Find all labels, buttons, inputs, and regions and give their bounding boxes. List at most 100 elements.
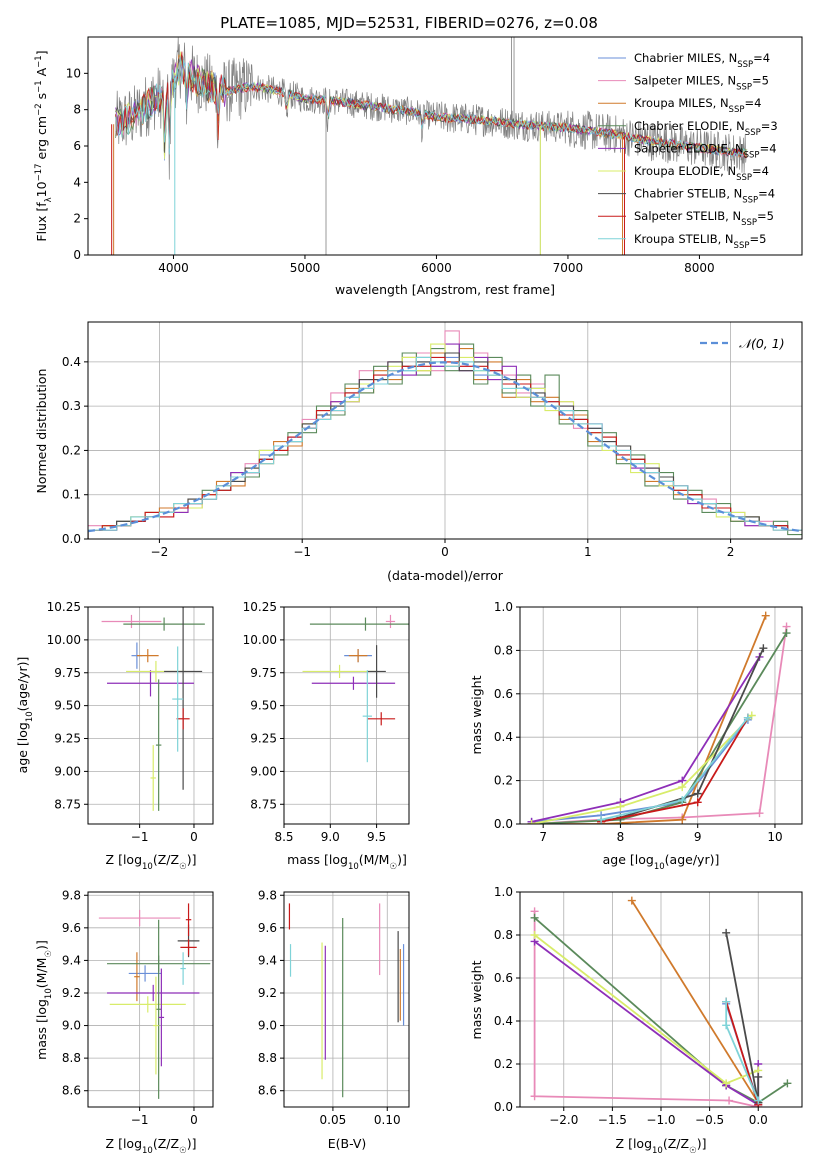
y-axis-label-part: 10 <box>25 711 35 722</box>
y-axis-label-part: −1 <box>34 55 44 68</box>
y-tick-label: 8.8 <box>62 1051 81 1065</box>
x-tick-label: −0.5 <box>695 1113 724 1127</box>
x-tick-label: 0 <box>441 545 449 559</box>
weight-line-chabrier-stelib <box>600 647 765 823</box>
legend-label-part: =4 <box>758 187 775 201</box>
y-tick-label: 0.0 <box>494 1100 513 1114</box>
y-axis-label-part: age [log <box>15 722 30 773</box>
y-tick-label: 1.0 <box>494 600 513 614</box>
y-tick-label: 8.6 <box>62 1084 81 1098</box>
model-curve-chabrier-stelib <box>115 54 748 158</box>
y-tick-label: 9.2 <box>258 986 277 1000</box>
age-mass-axes: 8.5 9.0 9.5 8.75 9.00 9.25 9.50 9.75 10.00 10.25 m… <box>243 600 410 872</box>
weight-marker <box>759 644 768 653</box>
x-tick-label: 1 <box>584 545 592 559</box>
x-axis-label-part: Z [log <box>106 852 142 867</box>
y-axis-label-part: mass [log <box>34 999 49 1060</box>
y-axis-label-part: Flux [f <box>34 202 49 242</box>
normal-curve <box>88 361 802 533</box>
x-axis-label-part: 10 <box>142 862 153 872</box>
legend-label: Chabrier ELODIE, NSSP=3 <box>634 119 778 138</box>
y-tick-label: 0 <box>73 248 81 262</box>
x-tick-label: −1 <box>131 830 149 844</box>
y-tick-label: 8.75 <box>250 797 277 811</box>
weight-marker <box>761 611 770 620</box>
legend-label-part: Chabrier MILES, N <box>634 51 737 65</box>
x-axis-label-part: 10 <box>654 862 665 872</box>
x-axis-label-part: )] <box>187 852 197 867</box>
legend-label-part: =4 <box>744 96 761 110</box>
weight-marker <box>530 913 539 922</box>
weight-marker <box>743 713 752 722</box>
legend-label-part: SSP <box>741 218 757 228</box>
y-tick-label: 0.0 <box>494 817 513 831</box>
weight-line-salpeter-elodie <box>534 940 760 1107</box>
legend-label-part: Salpeter STELIB, N <box>634 209 741 223</box>
legend-label-part: SSP <box>745 128 761 138</box>
plot-area <box>98 903 211 1099</box>
legend-label-part: =3 <box>761 119 778 133</box>
y-axis-label-part: A <box>34 67 49 80</box>
y-tick-label: 9.75 <box>54 666 81 680</box>
x-tick-label: −2 <box>151 545 169 559</box>
y-tick-label: 9.00 <box>250 764 277 778</box>
x-tick-label: 10 <box>767 830 782 844</box>
y-tick-label: 0.0 <box>62 532 81 546</box>
mass-ebv-axes: 0.05 0.10 8.6 8.8 9.0 9.2 9.4 9.6 9.8 E(B-V) <box>258 888 410 1151</box>
x-axis-label: E(B-V) <box>328 1136 367 1151</box>
x-axis-label-part: 10 <box>348 862 359 872</box>
weight-marker <box>755 809 764 818</box>
y-tick-label: 9.75 <box>250 666 277 680</box>
y-tick-label: 0.2 <box>494 774 513 788</box>
y-axis-label: age [log10(age/yr)] <box>15 657 35 774</box>
y-axis-label: mass weight <box>469 675 484 754</box>
plot-area <box>530 896 792 1107</box>
x-axis-label: Z [log10(Z/Z☉)] <box>106 852 197 872</box>
x-axis-label-part: )] <box>697 1136 707 1151</box>
legend-label: Chabrier MILES, NSSP=4 <box>634 51 770 70</box>
legend-label-part: Kroupa ELODIE, N <box>634 164 736 178</box>
weight-marker <box>616 802 625 811</box>
weight-marker <box>530 1092 539 1101</box>
x-tick-label: −2.0 <box>549 1113 578 1127</box>
x-axis-label: Z [log10(Z/Z☉)] <box>106 1136 197 1156</box>
y-tick-label: 0.2 <box>62 443 81 457</box>
x-tick-label: 7 <box>539 830 547 844</box>
legend-label-part: Salpeter MILES, N <box>634 74 736 88</box>
weight-line-chabrier-elodie <box>531 632 788 824</box>
y-axis-label-part: (age/yr)] <box>15 657 30 712</box>
legend-label-part: SSP <box>736 173 752 183</box>
legend-label: Salpeter MILES, NSSP=5 <box>634 74 769 93</box>
legend-label-part: =5 <box>752 74 769 88</box>
legend-label-part: =5 <box>757 209 774 223</box>
legend-label-part: =4 <box>753 51 770 65</box>
x-axis-label: age [log10(age/yr)] <box>603 852 720 872</box>
x-axis-label-part: ☉ <box>689 1146 697 1156</box>
weight-marker <box>678 796 687 805</box>
x-axis-label-part: mass [log <box>287 852 348 867</box>
plot-area <box>101 607 205 811</box>
legend-label: Salpeter ELODIE, NSSP=4 <box>634 141 777 160</box>
weight-marker <box>722 928 731 937</box>
weight-marker <box>722 1079 731 1088</box>
weight-marker <box>722 997 731 1006</box>
legend-label-part: SSP <box>729 105 745 115</box>
y-axis-label-part: λ <box>44 197 54 202</box>
legend-label-part: =4 <box>752 164 769 178</box>
x-axis-label-part: ☉ <box>389 862 397 872</box>
y-tick-label: 0.4 <box>494 1014 513 1028</box>
x-tick-label: 2 <box>727 545 735 559</box>
x-axis-label-part: ☉ <box>179 1146 187 1156</box>
x-axis-label-part: )] <box>397 852 407 867</box>
y-tick-label: 9.4 <box>258 953 277 967</box>
x-tick-label: 0 <box>190 1113 198 1127</box>
y-tick-label: 0.8 <box>494 643 513 657</box>
weight-z-axes: −2.0 −1.5 −1.0 −0.5 0.0 0.0 0.2 0.4 0.6 0.8 1.0 Z [… <box>469 885 803 1156</box>
weight-marker <box>597 815 606 824</box>
x-axis-label: mass [log10(M/M☉)] <box>287 852 407 872</box>
figure-title: PLATE=1085, MJD=52531, FIBERID=0276, z=0… <box>220 14 598 32</box>
y-tick-label: 8.6 <box>258 1084 277 1098</box>
axes-frame <box>283 891 410 1108</box>
x-axis-label-part: (age/yr)] <box>665 852 720 867</box>
